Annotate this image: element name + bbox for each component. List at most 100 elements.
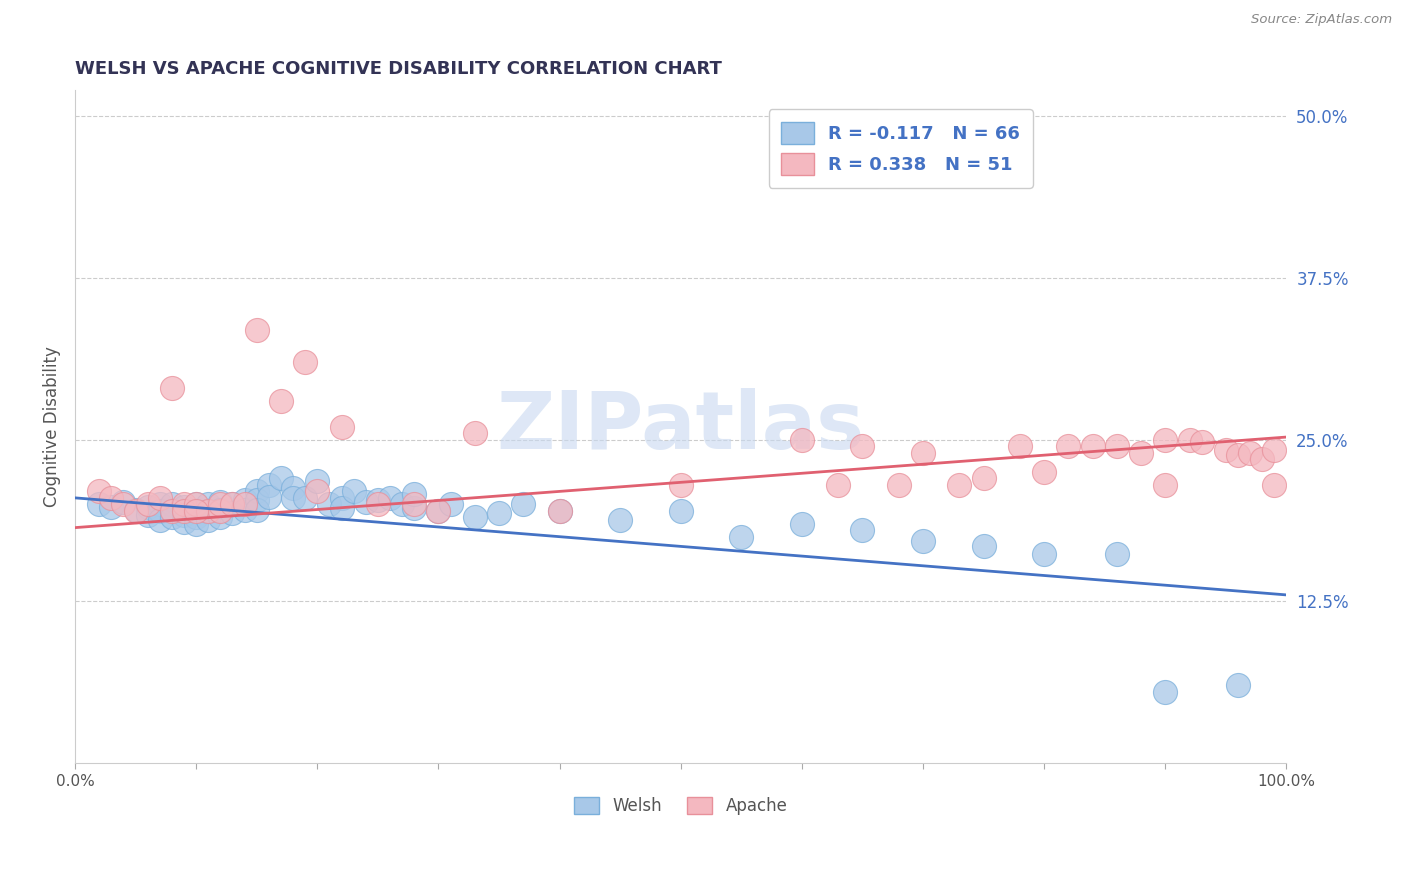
Point <box>246 484 269 499</box>
Point <box>1154 478 1177 492</box>
Point <box>851 439 873 453</box>
Point <box>112 494 135 508</box>
Point <box>246 502 269 516</box>
Point <box>427 504 450 518</box>
Point <box>149 513 172 527</box>
Point <box>149 497 172 511</box>
Point <box>173 508 195 522</box>
Point <box>367 497 389 511</box>
Point <box>911 533 934 548</box>
Point <box>186 510 208 524</box>
Point <box>1263 442 1285 457</box>
Point <box>124 502 146 516</box>
Point <box>160 504 183 518</box>
Point <box>1191 435 1213 450</box>
Point <box>233 502 256 516</box>
Point <box>136 497 159 511</box>
Point <box>257 490 280 504</box>
Point <box>160 381 183 395</box>
Point <box>209 497 232 511</box>
Point <box>136 500 159 514</box>
Point <box>186 497 208 511</box>
Point <box>1251 452 1274 467</box>
Point <box>197 504 219 518</box>
Point <box>851 523 873 537</box>
Point <box>790 433 813 447</box>
Point <box>730 530 752 544</box>
Point <box>367 493 389 508</box>
Point <box>246 323 269 337</box>
Point <box>173 516 195 530</box>
Point <box>330 501 353 516</box>
Point <box>270 471 292 485</box>
Point <box>221 497 243 511</box>
Point <box>1239 445 1261 459</box>
Point <box>1008 439 1031 453</box>
Point <box>1215 442 1237 457</box>
Point <box>294 491 316 505</box>
Point <box>160 510 183 524</box>
Point <box>197 497 219 511</box>
Point <box>378 491 401 505</box>
Point <box>173 497 195 511</box>
Point <box>173 500 195 514</box>
Point <box>404 501 426 516</box>
Point <box>1130 445 1153 459</box>
Point <box>404 497 426 511</box>
Point <box>246 493 269 508</box>
Point <box>173 504 195 518</box>
Point <box>186 516 208 531</box>
Point <box>669 504 692 518</box>
Text: ZIPatlas: ZIPatlas <box>496 388 865 466</box>
Point <box>281 491 304 505</box>
Point <box>1057 439 1080 453</box>
Point <box>186 497 208 511</box>
Point <box>1033 465 1056 479</box>
Point <box>294 355 316 369</box>
Point <box>790 516 813 531</box>
Point <box>209 502 232 516</box>
Point <box>669 478 692 492</box>
Point <box>973 471 995 485</box>
Point <box>1033 547 1056 561</box>
Point <box>186 504 208 518</box>
Point <box>307 484 329 499</box>
Point <box>233 497 256 511</box>
Point <box>1154 685 1177 699</box>
Point <box>1105 547 1128 561</box>
Point <box>488 507 510 521</box>
Point <box>270 393 292 408</box>
Point <box>330 419 353 434</box>
Point <box>89 484 111 499</box>
Point <box>124 504 146 518</box>
Point <box>911 445 934 459</box>
Point <box>1178 433 1201 447</box>
Point <box>343 484 366 499</box>
Point <box>221 507 243 521</box>
Point <box>197 504 219 518</box>
Y-axis label: Cognitive Disability: Cognitive Disability <box>44 346 60 508</box>
Point <box>1105 439 1128 453</box>
Point <box>160 504 183 518</box>
Point <box>257 478 280 492</box>
Point <box>160 497 183 511</box>
Point <box>100 491 122 505</box>
Point <box>149 504 172 518</box>
Point <box>464 510 486 524</box>
Point <box>948 478 970 492</box>
Point <box>1263 478 1285 492</box>
Point <box>1227 678 1250 692</box>
Point <box>464 426 486 441</box>
Point <box>548 504 571 518</box>
Point <box>281 481 304 495</box>
Point <box>307 474 329 488</box>
Point <box>1227 448 1250 462</box>
Point <box>609 513 631 527</box>
Point <box>354 494 377 508</box>
Point <box>112 497 135 511</box>
Point <box>209 504 232 518</box>
Point <box>186 504 208 518</box>
Point <box>887 478 910 492</box>
Point <box>318 497 340 511</box>
Point <box>89 497 111 511</box>
